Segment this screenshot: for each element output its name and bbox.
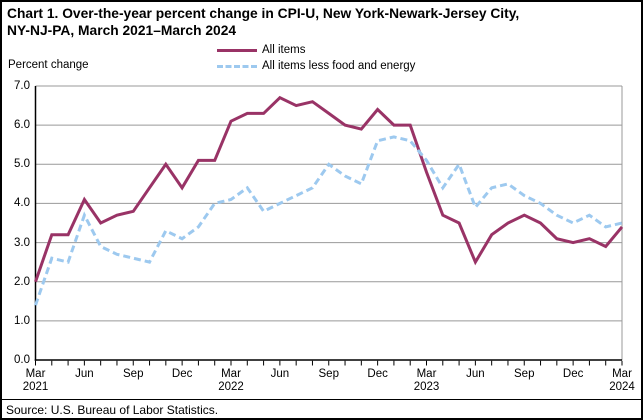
y-tick-label: 2.0: [14, 275, 30, 288]
series-all-items: [34, 95, 624, 283]
legend: All items All items less food and energy: [217, 42, 415, 74]
chart-title: Chart 1. Over-the-year percent change in…: [7, 5, 639, 39]
x-tick-label-month: Jun: [466, 368, 485, 380]
y-axis-title: Percent change: [8, 59, 89, 71]
y-tick-label: 3.0: [14, 236, 30, 249]
legend-label-all-items: All items: [262, 44, 306, 56]
x-tick-label-month: Sep: [514, 368, 535, 380]
x-tick-label-month: Dec: [562, 368, 584, 380]
chart-title-line1: Chart 1. Over-the-year percent change in…: [7, 6, 520, 21]
x-tick-label-month: Mar: [612, 368, 632, 380]
x-tick-label-month: Mar: [25, 368, 46, 380]
separator-line: [2, 399, 641, 400]
y-tick-label: 7.0: [14, 80, 30, 92]
y-tick-label: 1.0: [14, 314, 30, 327]
legend-item-core: All items less food and energy: [217, 58, 415, 74]
y-tick-label: 4.0: [14, 197, 30, 210]
source-note: Source: U.S. Bureau of Labor Statistics.: [6, 403, 219, 417]
x-tick-label-month: Mar: [416, 368, 437, 380]
y-tick-label: 5.0: [14, 158, 30, 171]
x-tick-label-month: Jun: [75, 368, 94, 380]
x-tick-label-year: 2021: [22, 381, 49, 393]
chart-title-line2: NY-NJ-PA, March 2021–March 2024: [7, 23, 237, 38]
x-tick-label-month: Jun: [270, 368, 290, 380]
x-tick-label-month: Sep: [123, 368, 144, 380]
legend-item-all-items: All items: [217, 42, 415, 58]
x-tick-label-month: Sep: [318, 368, 339, 380]
legend-label-core: All items less food and energy: [262, 60, 416, 72]
x-tick-label-year: 2022: [218, 381, 244, 393]
legend-swatch-core: [217, 64, 257, 68]
series-core: [34, 135, 623, 306]
x-tick-label-year: 2024: [609, 381, 635, 393]
y-tick-label: 0.0: [14, 354, 30, 366]
x-tick-label-year: 2023: [413, 381, 440, 393]
x-tick-label-month: Dec: [171, 368, 193, 380]
x-tick-label-month: Dec: [367, 368, 388, 380]
y-tick-label: 6.0: [14, 119, 30, 132]
x-tick-label-month: Mar: [221, 368, 241, 380]
legend-swatch-all-items: [217, 48, 257, 52]
